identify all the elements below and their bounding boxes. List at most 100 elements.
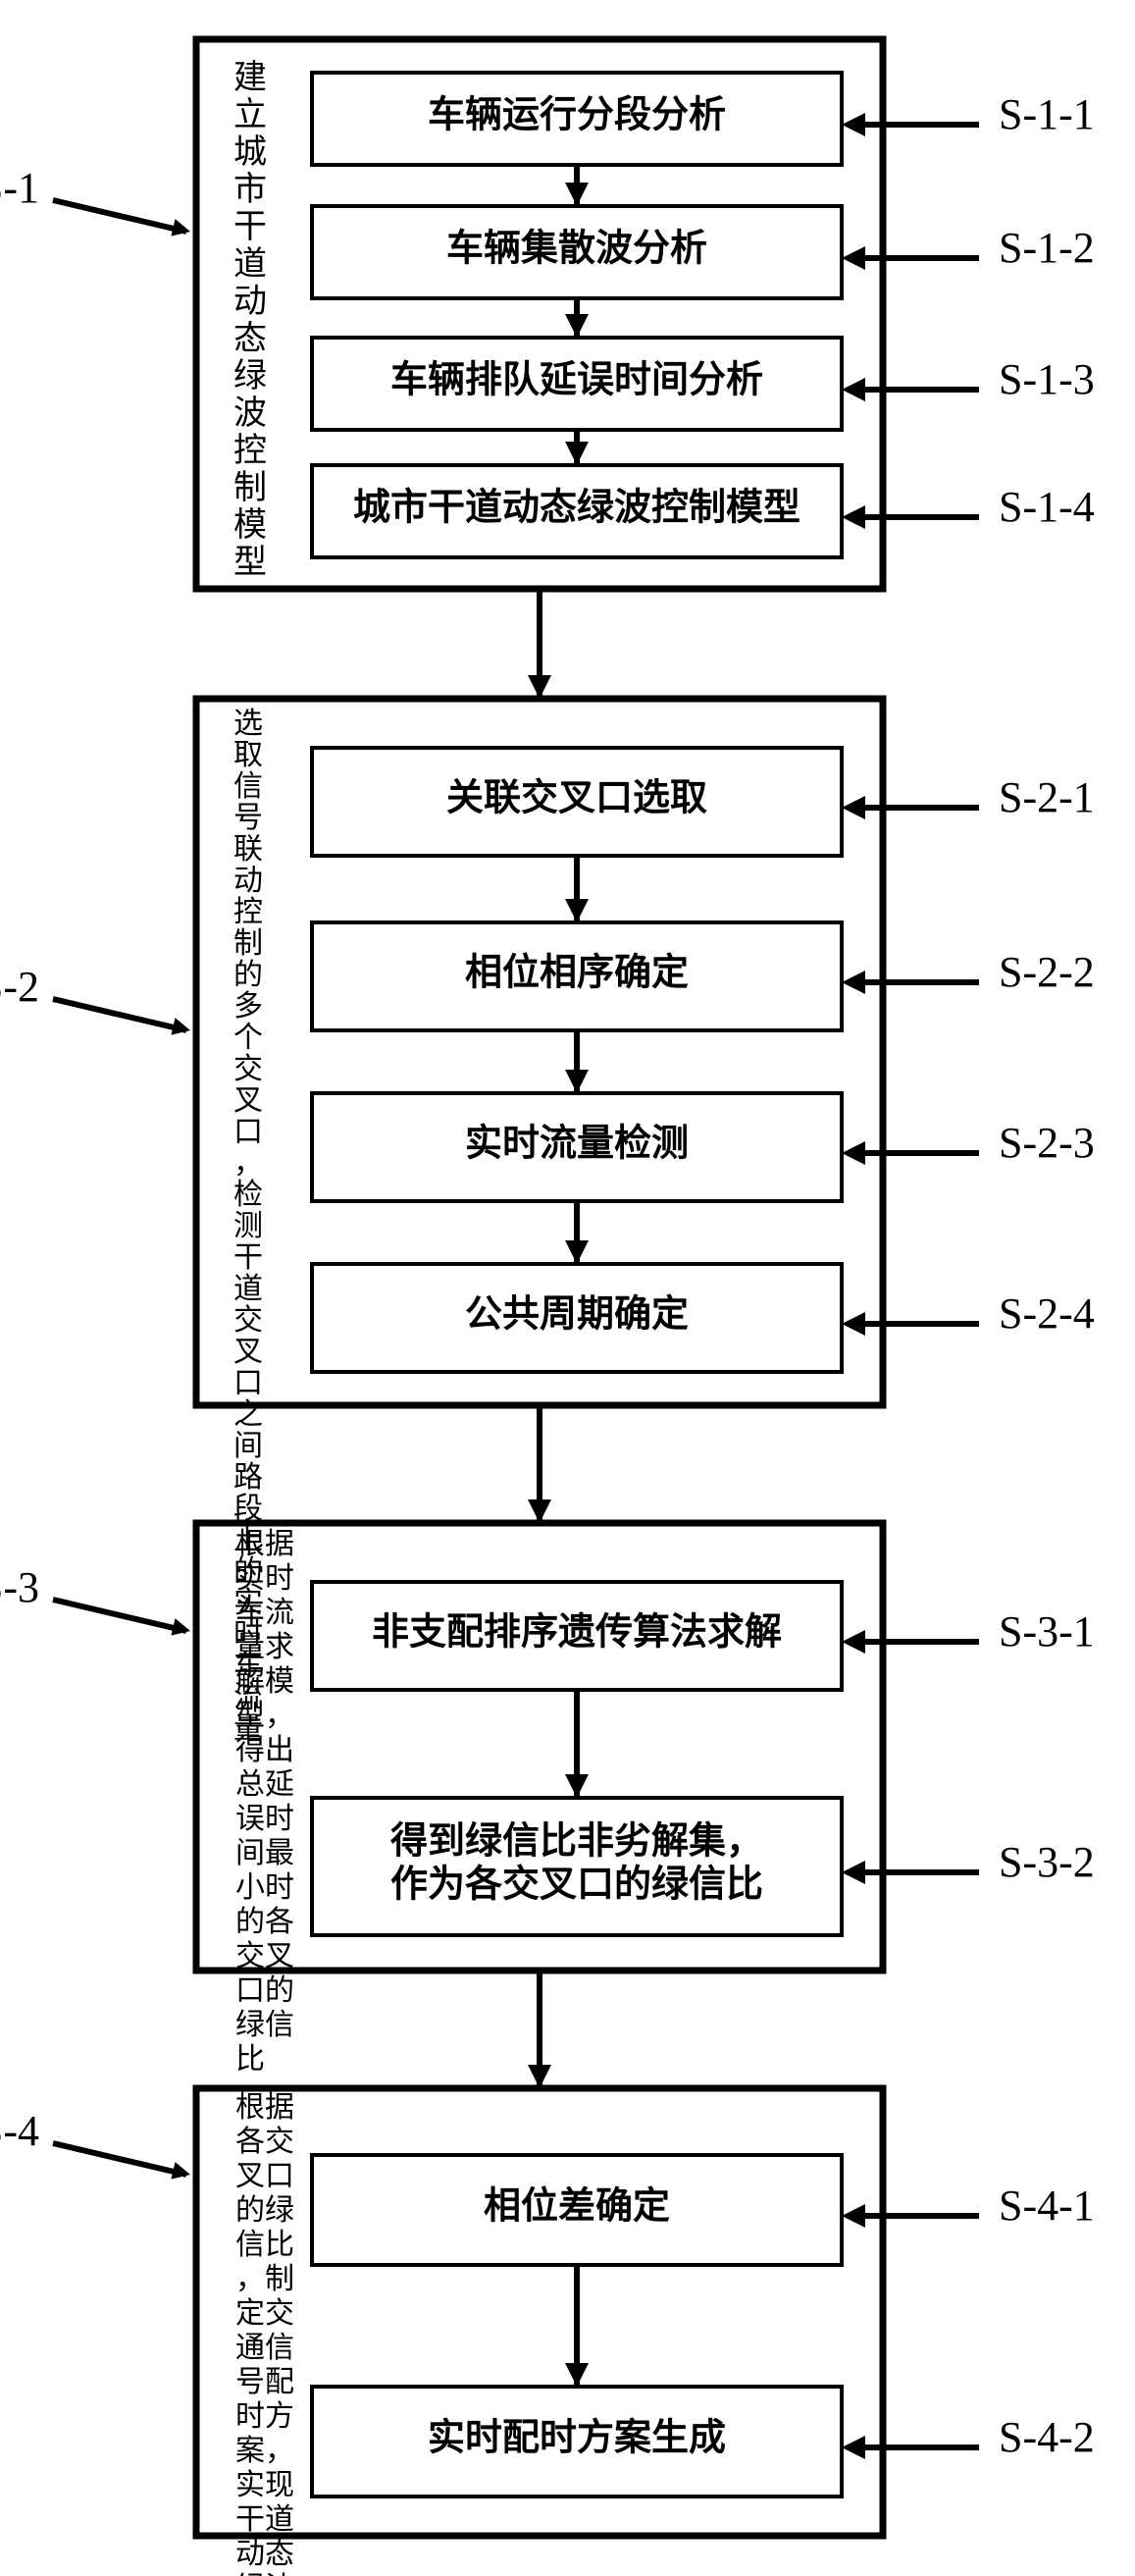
section-side-text: 多 bbox=[233, 990, 263, 1023]
section-side-text: 实时 bbox=[235, 1562, 294, 1595]
section-side-text: 间最 bbox=[235, 1837, 294, 1869]
section-side-text: 绿 bbox=[233, 357, 267, 394]
section-side-text: 市 bbox=[233, 171, 267, 208]
section-side-text: 实现 bbox=[235, 2469, 294, 2501]
section-side-text: 信 bbox=[233, 770, 263, 803]
flowchart-diagram: 建立城市干道动态绿波控制模型车辆运行分段分析S-1-1车辆集散波分析S-1-2车… bbox=[0, 0, 1135, 2576]
section-side-text: 的各 bbox=[235, 1906, 294, 1938]
section-side-text: 叉 bbox=[233, 1084, 263, 1117]
section-side-text: 各交 bbox=[235, 2126, 294, 2158]
section-side-text: 控 bbox=[233, 432, 267, 469]
section-side-text: 交叉 bbox=[235, 1940, 294, 1972]
step-text: 得到绿信比非劣解集， bbox=[390, 1821, 763, 1863]
section-side-text: 根据 bbox=[235, 1528, 294, 1560]
section-side-text: ，制 bbox=[235, 2263, 294, 2295]
step-label: S-1-2 bbox=[999, 224, 1095, 272]
section-side-text: 测 bbox=[233, 1210, 263, 1242]
step-label: S-1-1 bbox=[999, 90, 1095, 138]
section-side-text: 取 bbox=[233, 739, 263, 771]
section-side-text: 制 bbox=[233, 927, 263, 960]
section-side-text: 交 bbox=[233, 1304, 263, 1337]
section-side-text: 干 bbox=[233, 1241, 263, 1274]
section-side-text: 动 bbox=[233, 284, 267, 320]
section-side-text: 的绿 bbox=[235, 2194, 294, 2227]
step-text: 关联交叉口选取 bbox=[446, 777, 707, 819]
section-side-text: 交 bbox=[233, 1053, 263, 1085]
section-label: S-2 bbox=[0, 963, 39, 1011]
section-side-text: 小时 bbox=[235, 1871, 294, 1904]
section-label: S-4 bbox=[0, 2107, 39, 2155]
section-side-text: 立 bbox=[233, 96, 267, 133]
section-side-text: 道 bbox=[233, 1273, 263, 1305]
step-label: S-2-2 bbox=[999, 948, 1095, 996]
section-side-text: 干道 bbox=[235, 2503, 294, 2536]
section-side-text: 根据 bbox=[235, 2091, 294, 2124]
section-side-text: 态 bbox=[233, 320, 267, 357]
section-label: S-3 bbox=[0, 1563, 39, 1611]
section-side-text: 个 bbox=[233, 1022, 263, 1054]
section-side-text: 检 bbox=[233, 1179, 263, 1211]
section-side-text: 解模 bbox=[235, 1665, 294, 1698]
section-side-text: 选 bbox=[233, 708, 263, 740]
section-side-text: 模 bbox=[233, 506, 267, 544]
step-label: S-4-1 bbox=[999, 2182, 1095, 2230]
section-side-text: 建 bbox=[233, 59, 267, 96]
section-side-text: 城 bbox=[233, 134, 267, 171]
section-side-text: 信比 bbox=[235, 2229, 294, 2261]
section-side-text: 的 bbox=[233, 959, 263, 991]
section-side-text: 量求 bbox=[235, 1631, 294, 1663]
step-label: S-2-3 bbox=[999, 1119, 1095, 1167]
section-side-text: 总延 bbox=[235, 1768, 294, 1801]
section-side-text: 型， bbox=[235, 1700, 294, 1732]
section-side-text: 通信 bbox=[235, 2332, 294, 2364]
section-side-text: 绿信 bbox=[235, 2009, 294, 2041]
step-text: 非支配排序遗传算法求解 bbox=[372, 1612, 782, 1654]
section-side-text: 号 bbox=[233, 802, 263, 834]
section-side-text: 号配 bbox=[235, 2366, 294, 2398]
section-side-text: 误时 bbox=[235, 1803, 294, 1835]
step-text: 作为各交叉口的绿信比 bbox=[390, 1864, 763, 1906]
section-side-text: 之 bbox=[233, 1398, 263, 1431]
step-text: 车辆集散波分析 bbox=[446, 229, 707, 270]
section-side-text: 联 bbox=[233, 833, 263, 866]
step-text: 车辆排队延误时间分析 bbox=[390, 360, 763, 401]
section-side-text: 叉 bbox=[233, 1336, 263, 1368]
step-label: S-2-4 bbox=[999, 1289, 1095, 1338]
section-side-text: 得出 bbox=[235, 1734, 294, 1766]
step-label: S-1-3 bbox=[999, 355, 1095, 403]
section-side-text: 口 bbox=[233, 1116, 263, 1148]
section-side-text: 定交 bbox=[235, 2297, 294, 2330]
section-side-text: 比 bbox=[235, 2043, 265, 2076]
section-side-text: 叉口 bbox=[235, 2160, 294, 2192]
step-text: 相位差确定 bbox=[484, 2186, 670, 2228]
step-text: 实时配时方案生成 bbox=[428, 2418, 726, 2459]
step-text: 城市干道动态绿波控制模型 bbox=[353, 488, 800, 529]
section-side-text: 制 bbox=[233, 470, 267, 506]
section-side-text: 口 bbox=[233, 1367, 263, 1399]
section-side-text: 车流 bbox=[235, 1597, 294, 1629]
section-side-text: 道 bbox=[233, 245, 267, 283]
section-side-text: 间 bbox=[233, 1430, 263, 1462]
section-label: S-1 bbox=[0, 164, 39, 212]
section-side-text: 干 bbox=[233, 209, 267, 245]
section-side-text: 口的 bbox=[235, 1974, 294, 2007]
section-side-text: 控 bbox=[233, 896, 263, 928]
step-text: 公共周期确定 bbox=[465, 1294, 689, 1336]
section-side-text: 波 bbox=[233, 394, 267, 432]
section-side-text: 动态 bbox=[235, 2538, 294, 2570]
step-text: 相位相序确定 bbox=[465, 953, 689, 994]
step-text: 车辆运行分段分析 bbox=[428, 95, 726, 136]
section-side-text: ， bbox=[233, 1147, 263, 1180]
step-label: S-2-1 bbox=[999, 773, 1095, 821]
section-side-text: 型 bbox=[233, 545, 267, 581]
section-side-text: 案， bbox=[235, 2435, 294, 2467]
section-side-text: 动 bbox=[233, 865, 263, 897]
step-label: S-3-1 bbox=[999, 1607, 1095, 1656]
step-label: S-4-2 bbox=[999, 2413, 1095, 2461]
step-label: S-1-4 bbox=[999, 483, 1095, 531]
step-label: S-3-2 bbox=[999, 1838, 1095, 1886]
step-text: 实时流量检测 bbox=[465, 1124, 689, 1165]
section-side-text: 路 bbox=[233, 1461, 263, 1494]
section-side-text: 时方 bbox=[235, 2400, 294, 2433]
section-side-text: 绿波 bbox=[235, 2572, 294, 2576]
